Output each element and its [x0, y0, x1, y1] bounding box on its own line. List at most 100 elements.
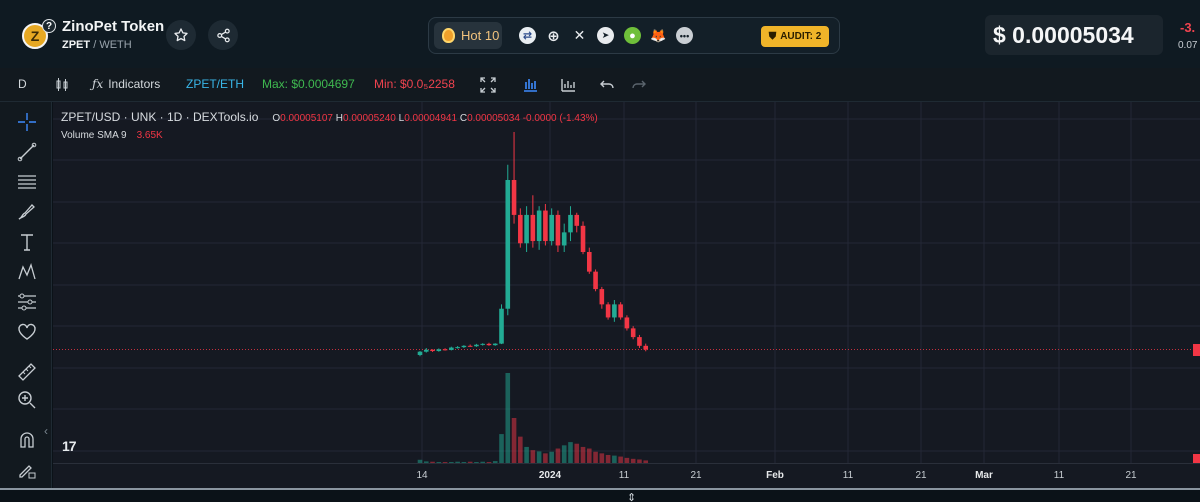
volume-bar: [467, 461, 473, 463]
open-value: 0.00005107: [280, 113, 333, 124]
volume-bar: [574, 443, 580, 463]
price-chart[interactable]: ZPET/USD · UNK · 1D · DEXTools.io O0.000…: [53, 102, 1200, 488]
chart-toolbar: D ƒx Indicators ZPET/ETH Max: $0.0004697…: [0, 68, 1200, 102]
pair-toggle[interactable]: ZPET/ETH: [186, 77, 244, 91]
crosshair-tool[interactable]: [15, 110, 39, 134]
pattern-tool[interactable]: [15, 260, 39, 284]
redo-button[interactable]: [629, 75, 649, 95]
resize-handle-icon[interactable]: ⇕: [627, 492, 637, 502]
chart-settings-button[interactable]: [520, 75, 540, 95]
candle-body: [568, 214, 573, 233]
zoom-in-icon: [18, 391, 36, 409]
crosshair-icon: [18, 113, 36, 131]
bar-chart-icon: [524, 79, 537, 92]
volume-bar: [436, 462, 442, 463]
volume-bar: [442, 462, 448, 463]
volume-bar: [555, 448, 561, 463]
candle-body: [624, 317, 630, 329]
lock-drawings-tool[interactable]: [15, 458, 39, 482]
candle-body: [643, 345, 649, 350]
drawing-toolbar: ‹: [0, 102, 52, 488]
collapse-toolbar-icon[interactable]: ‹: [44, 424, 48, 438]
volume-bar: [492, 461, 498, 463]
time-axis[interactable]: 14 2024 11 21 Feb 11 21 Mar 11 21: [53, 463, 1200, 488]
panel-resize-bar[interactable]: ⇕: [0, 488, 1200, 502]
favorite-button[interactable]: [166, 20, 196, 50]
undo-button[interactable]: [597, 75, 617, 95]
audit-badge[interactable]: ⛊ AUDIT: 2: [761, 26, 829, 47]
ohlc-values: O0.00005107 H0.00005240 L0.00004941 C0.0…: [272, 113, 597, 124]
token-symbol[interactable]: ZPET: [62, 39, 91, 51]
more-icon[interactable]: •••: [676, 27, 693, 44]
open-label: O: [272, 113, 281, 124]
favorites-tool[interactable]: [15, 320, 39, 344]
brush-icon: [18, 204, 35, 220]
volume-bar: [511, 418, 517, 463]
volume-bar: [599, 453, 605, 463]
candle-body: [442, 349, 448, 351]
indicators-button[interactable]: ƒx Indicators: [92, 77, 160, 91]
star-icon: [174, 28, 188, 42]
time-tick: 14: [416, 470, 428, 481]
metamask-icon[interactable]: 🦊: [650, 27, 667, 43]
ruler-tool[interactable]: [15, 360, 39, 384]
time-tick: 2024: [538, 470, 562, 481]
volume-bar: [461, 462, 467, 463]
volume-bar: [568, 442, 573, 463]
brush-tool[interactable]: [15, 200, 39, 224]
fullscreen-icon: [480, 77, 496, 93]
volume-bar: [423, 461, 429, 463]
candle-body: [511, 180, 517, 215]
zoom-tool[interactable]: [15, 388, 39, 412]
volume-bar: [486, 462, 492, 463]
volume-bar: [505, 373, 511, 463]
time-tick: 21: [690, 470, 702, 481]
globe-icon[interactable]: ⊕: [547, 27, 560, 45]
volume-bar: [624, 457, 630, 463]
low-label: L: [398, 113, 405, 124]
coingecko-icon[interactable]: ⇄: [519, 27, 536, 44]
quote-symbol[interactable]: WETH: [99, 39, 132, 51]
coinmarket-icon[interactable]: ●: [624, 27, 641, 44]
candle-body: [518, 214, 523, 244]
share-button[interactable]: [208, 20, 238, 50]
candlestick-icon: [56, 78, 68, 91]
hot-rank-button[interactable]: Hot 10: [434, 22, 502, 49]
fib-tool[interactable]: [15, 170, 39, 194]
token-header: Z ? ZinoPet Token ZPET / WETH Hot 10 ⇄ ⊕…: [0, 0, 1200, 68]
interval-selector[interactable]: D: [18, 77, 27, 91]
low-value: 0.00004941: [404, 113, 458, 124]
telegram-icon[interactable]: ➤: [597, 27, 614, 44]
candle-body: [417, 351, 423, 355]
candle-body: [449, 347, 454, 350]
tradingview-logo[interactable]: 17: [62, 438, 77, 454]
trendline-icon: [17, 142, 37, 162]
candle-body: [461, 345, 467, 348]
time-tick: 21: [915, 470, 927, 481]
volume-bar: [543, 453, 548, 463]
pair-separator: /: [93, 39, 97, 51]
candle-body: [630, 328, 636, 338]
candle-body: [543, 210, 548, 242]
price-change: -3.: [1180, 20, 1196, 35]
volume-bar: [643, 460, 649, 463]
candle-body: [499, 308, 504, 344]
time-tick: 21: [1125, 470, 1137, 481]
text-tool[interactable]: [15, 230, 39, 254]
pair-toggle-label: ZPET/ETH: [186, 77, 245, 91]
x-icon[interactable]: ✕: [573, 27, 586, 43]
volume-bar: [593, 451, 598, 463]
candle-body: [455, 347, 460, 349]
token-info-badge[interactable]: ?: [42, 19, 56, 33]
text-icon: [21, 234, 33, 251]
trendline-tool[interactable]: [15, 140, 39, 164]
candle-body: [549, 214, 554, 242]
fullscreen-button[interactable]: [478, 75, 498, 95]
magnet-tool[interactable]: [15, 428, 39, 452]
measure-tool[interactable]: [15, 290, 39, 314]
volume-bar: [417, 459, 423, 463]
max-price: Max: $0.0004697: [262, 77, 355, 91]
pencil-lock-icon: [19, 465, 36, 479]
candle-type-button[interactable]: [52, 75, 72, 95]
compare-button[interactable]: [558, 75, 578, 95]
